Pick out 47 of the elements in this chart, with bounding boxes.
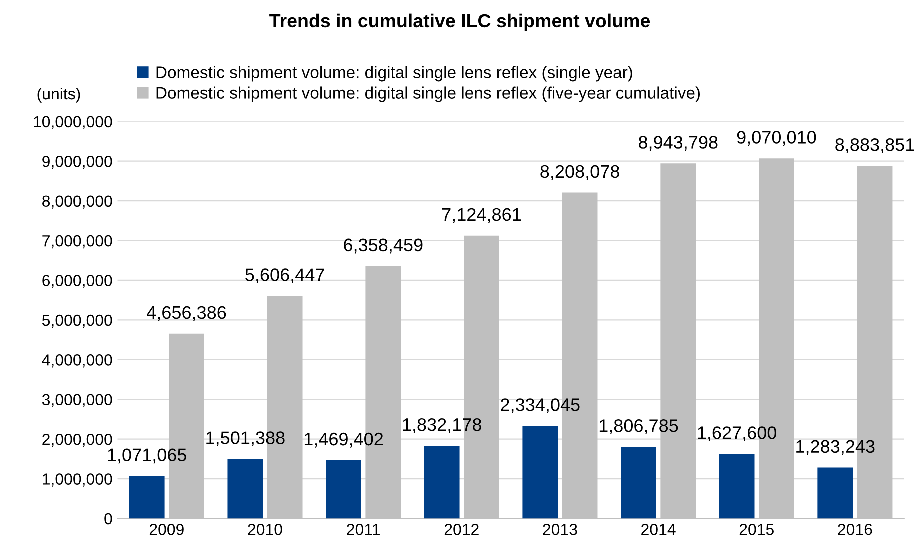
chart-title: Trends in cumulative ILC shipment volume [270,14,650,32]
y-tick-label: 7,000,000 [42,235,112,249]
bar [621,446,656,519]
data-label: 6,358,459 [344,238,423,254]
bar [129,476,165,519]
y-tick-label: 8,000,000 [42,196,112,209]
x-tick-label: 2011 [347,524,380,536]
x-tick-label: 2009 [150,524,184,536]
bar [424,446,460,519]
y-tick-label: 9,000,000 [42,156,112,170]
legend-label: Domestic shipment volume: digital single lens reflex (single year) [156,66,632,82]
y-tick-label: 6,000,000 [42,275,112,288]
data-label: 5,606,447 [246,268,324,284]
data-label: 9,070,010 [737,131,816,146]
data-label: 1,071,065 [108,448,187,464]
y-tick-label: 4,000,000 [42,354,112,368]
x-tick-label: 2016 [838,524,872,536]
data-label: 1,469,402 [304,432,384,448]
data-label: 1,806,785 [600,420,678,434]
bar [326,460,362,519]
bar [719,454,755,519]
legend-label: Domestic shipment volume: digital single lens reflex (five-year cumulative) [156,86,700,102]
x-tick-label: 2015 [740,524,774,536]
data-label: 1,501,388 [206,432,285,447]
data-label: 1,832,178 [403,418,482,434]
x-tick-label: 2013 [543,524,578,536]
data-label: 8,943,798 [638,136,718,152]
y-axis-title: (units) [38,88,80,103]
y-tick-label: 5,000,000 [42,314,112,328]
bar [818,468,854,519]
data-label: 7,124,861 [442,208,522,224]
x-tick-label: 2014 [642,524,676,536]
bar [522,426,558,519]
x-tick-label: 2010 [248,524,282,536]
y-tick-label: 1,000,000 [43,474,112,487]
y-tick-label: 3,000,000 [42,394,112,408]
y-tick-label: 2,000,000 [42,434,112,448]
y-tick-label: 10,000,000 [34,116,112,130]
data-label: 1,627,600 [698,426,777,442]
x-tick-label: 2012 [444,524,479,536]
data-label: 8,208,078 [540,165,620,180]
bar [228,459,264,519]
data-label: 4,656,386 [147,306,226,322]
data-label: 8,883,851 [836,138,914,154]
data-label: 1,283,243 [796,440,875,456]
y-tick-label: 0 [104,513,112,525]
data-label: 2,334,045 [501,398,580,414]
